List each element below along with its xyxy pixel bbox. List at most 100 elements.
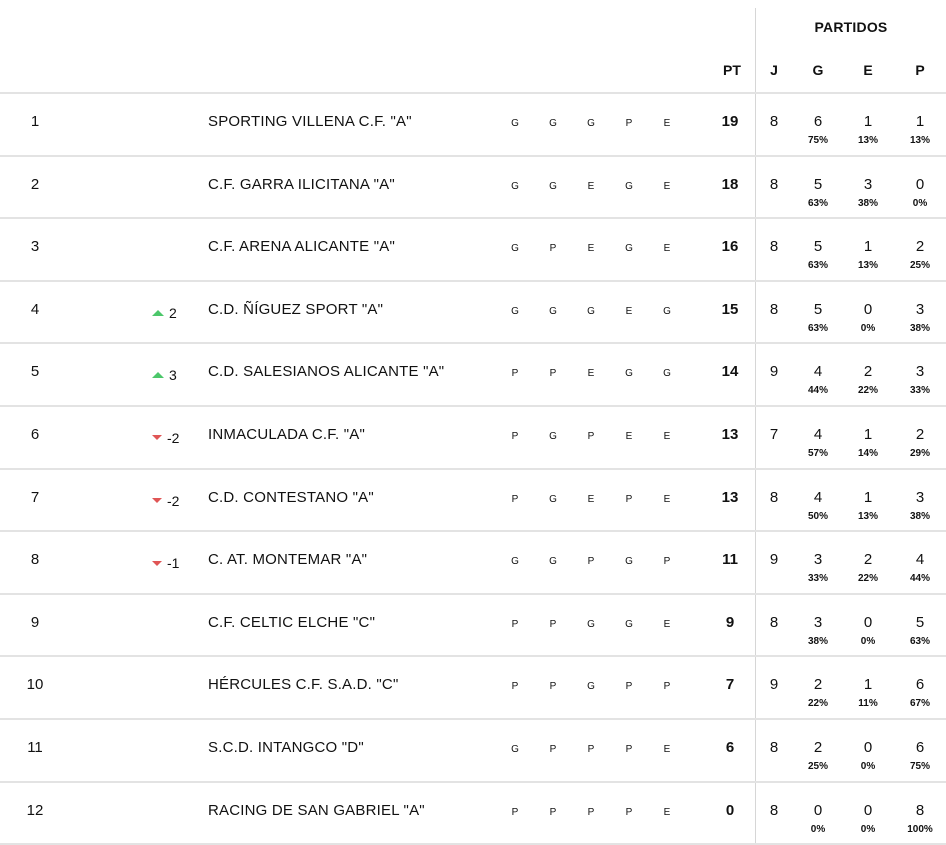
form-result: G [511,305,519,317]
drawn-percent: 0% [860,760,876,772]
pt-header: PT [723,62,741,78]
won: 2 [813,676,823,694]
won-percent: 33% [807,573,828,585]
form-result: G [587,118,595,129]
arrow-down-icon [152,435,162,441]
form-result: G [625,368,633,380]
arrow-up-icon [152,309,164,316]
position-change-value: 2 [169,304,177,321]
form-result: P [511,368,519,380]
form-result: G [625,180,633,192]
position: 3 [30,238,40,256]
team-name[interactable]: C.F. ARENA ALICANTE "A" [208,238,395,256]
table-row[interactable]: 9 C.F. CELTIC ELCHE "C" P P G G E 9 8 3 38% 0 0% 5 63% [0,595,946,658]
won: 5 [813,175,823,193]
form-result: G [549,180,557,192]
position: 2 [30,175,40,193]
table-row[interactable]: 8 -1 C. AT. MONTEMAR "A" G G P G P 11 9 3 33% 2 22% 4 4… [0,532,946,595]
played: 8 [769,738,779,756]
form-result: G [549,430,557,442]
table-row[interactable]: 6 -2 INMACULADA C.F. "A" P G P E E 13 7 4 57% 1 14% 2 2… [0,407,946,470]
form-result: P [587,556,595,568]
won-percent: 63% [807,322,828,334]
position-change: -1 [152,554,192,572]
points: 0 [725,801,735,819]
table-row[interactable]: 7 -2 C.D. CONTESTANO "A" P G E P E 13 8 4 50% 1 13% 3 3… [0,470,946,533]
team-name[interactable]: C.D. CONTESTANO "A" [208,488,374,506]
drawn-percent: 0% [860,823,876,835]
form-result: P [625,118,633,129]
table-row[interactable]: 5 3 C.D. SALESIANOS ALICANTE "A" P P E G G 14 9 4 4… [0,344,946,407]
team-name[interactable]: C.F. CELTIC ELCHE "C" [208,613,376,631]
position: 7 [30,488,40,506]
lost: 3 [915,300,925,318]
drawn: 1 [863,238,873,256]
table-row[interactable]: 4 2 C.D. ÑÍGUEZ SPORT "A" G G G E G 15 8 5 63% 0 0% 3 3… [0,282,946,345]
won-percent: 57% [807,447,828,459]
played: 8 [769,488,779,506]
team-name[interactable]: INMACULADA C.F. "A" [208,425,365,443]
team-name[interactable]: S.C.D. INTANGCO "D" [208,738,364,756]
table-row[interactable]: 10 HÉRCULES C.F. S.A.D. "C" P P G P P 7 9 2 22% 1 11… [0,657,946,720]
points: 19 [721,113,739,130]
team-name[interactable]: C.D. ÑÍGUEZ SPORT "A" [208,300,384,318]
points: 9 [725,613,735,631]
table-row[interactable]: 2 C.F. GARRA ILICITANA "A" G G E G E 18 8 5 63% 3 38… [0,157,946,220]
won-percent: 38% [807,635,828,647]
position: 12 [26,801,44,819]
drawn: 0 [863,300,873,318]
lost: 6 [915,676,925,694]
points: 18 [721,175,739,193]
team-name[interactable]: HÉRCULES C.F. S.A.D. "C" [208,676,399,694]
won: 4 [813,488,823,506]
position: 11 [27,738,43,756]
played: 8 [769,238,779,256]
played: 7 [769,425,779,443]
form-result: E [587,243,595,255]
position: 8 [30,551,40,569]
table-row[interactable]: 3 C.F. ARENA ALICANTE "A" G P E G E 16 8 5 63% 1 13%… [0,219,946,282]
form-result: G [587,618,595,630]
position-change-value: -2 [167,492,180,509]
drawn: 1 [863,113,873,130]
lost-percent: 33% [909,385,930,397]
team-name[interactable]: C.F. GARRA ILICITANA "A" [208,175,395,193]
team-name[interactable]: C.D. SALESIANOS ALICANTE "A" [208,363,445,381]
table-row[interactable]: 1 SPORTING VILLENA C.F. "A" G G G P E 19 8 6 75% 1 1… [0,94,946,157]
lost: 4 [915,551,925,569]
drawn-percent: 14% [857,447,878,459]
team-name[interactable]: SPORTING VILLENA C.F. "A" [208,113,412,130]
form-result: P [625,743,633,755]
lost-percent: 44% [909,573,930,585]
won: 4 [813,425,823,443]
drawn: 1 [863,488,873,506]
lost: 2 [915,238,925,256]
drawn-percent: 38% [857,197,878,209]
position: 9 [30,613,40,631]
team-name[interactable]: C. AT. MONTEMAR "A" [208,551,368,569]
drawn: 3 [863,175,873,193]
form-result: G [549,556,557,568]
points: 13 [721,425,739,443]
table-row[interactable]: 12 RACING DE SAN GABRIEL "A" P P P P E 0 8 0 0% 0 0%… [0,783,946,845]
won-percent: 0% [810,823,826,835]
form-result: P [549,618,557,630]
form-result: P [549,243,557,255]
lost-percent: 29% [909,447,930,459]
drawn-percent: 13% [857,135,878,146]
form-result: G [511,243,519,255]
won: 6 [813,113,823,130]
won: 5 [813,238,823,256]
won-percent: 25% [807,760,828,772]
form-result: G [625,243,633,255]
arrow-up-icon [152,372,164,379]
points: 11 [722,551,738,569]
table-row[interactable]: 11 S.C.D. INTANGCO "D" G P P P E 6 8 2 25% 0 0% 6 75% [0,720,946,783]
header-divider [0,92,946,94]
lost: 3 [915,488,925,506]
form-result: E [663,180,671,192]
points: 16 [721,238,739,256]
drawn: 0 [863,613,873,631]
drawn: 0 [863,801,873,819]
team-name[interactable]: RACING DE SAN GABRIEL "A" [208,801,425,819]
